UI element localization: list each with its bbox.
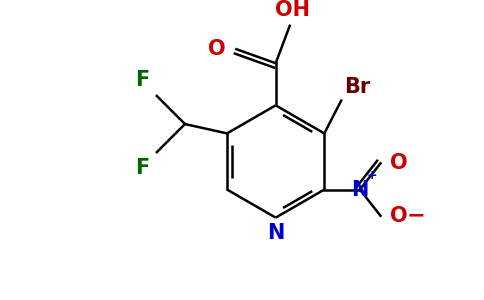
Text: O: O <box>390 206 408 226</box>
Text: Br: Br <box>344 77 370 97</box>
Text: −: − <box>407 206 425 226</box>
Text: O: O <box>390 153 408 173</box>
Text: OH: OH <box>275 0 310 20</box>
Text: +: + <box>366 169 377 182</box>
Text: F: F <box>135 70 150 90</box>
Text: O: O <box>208 39 225 59</box>
Text: N: N <box>267 223 285 243</box>
Text: N: N <box>351 180 369 200</box>
Text: F: F <box>135 158 150 178</box>
